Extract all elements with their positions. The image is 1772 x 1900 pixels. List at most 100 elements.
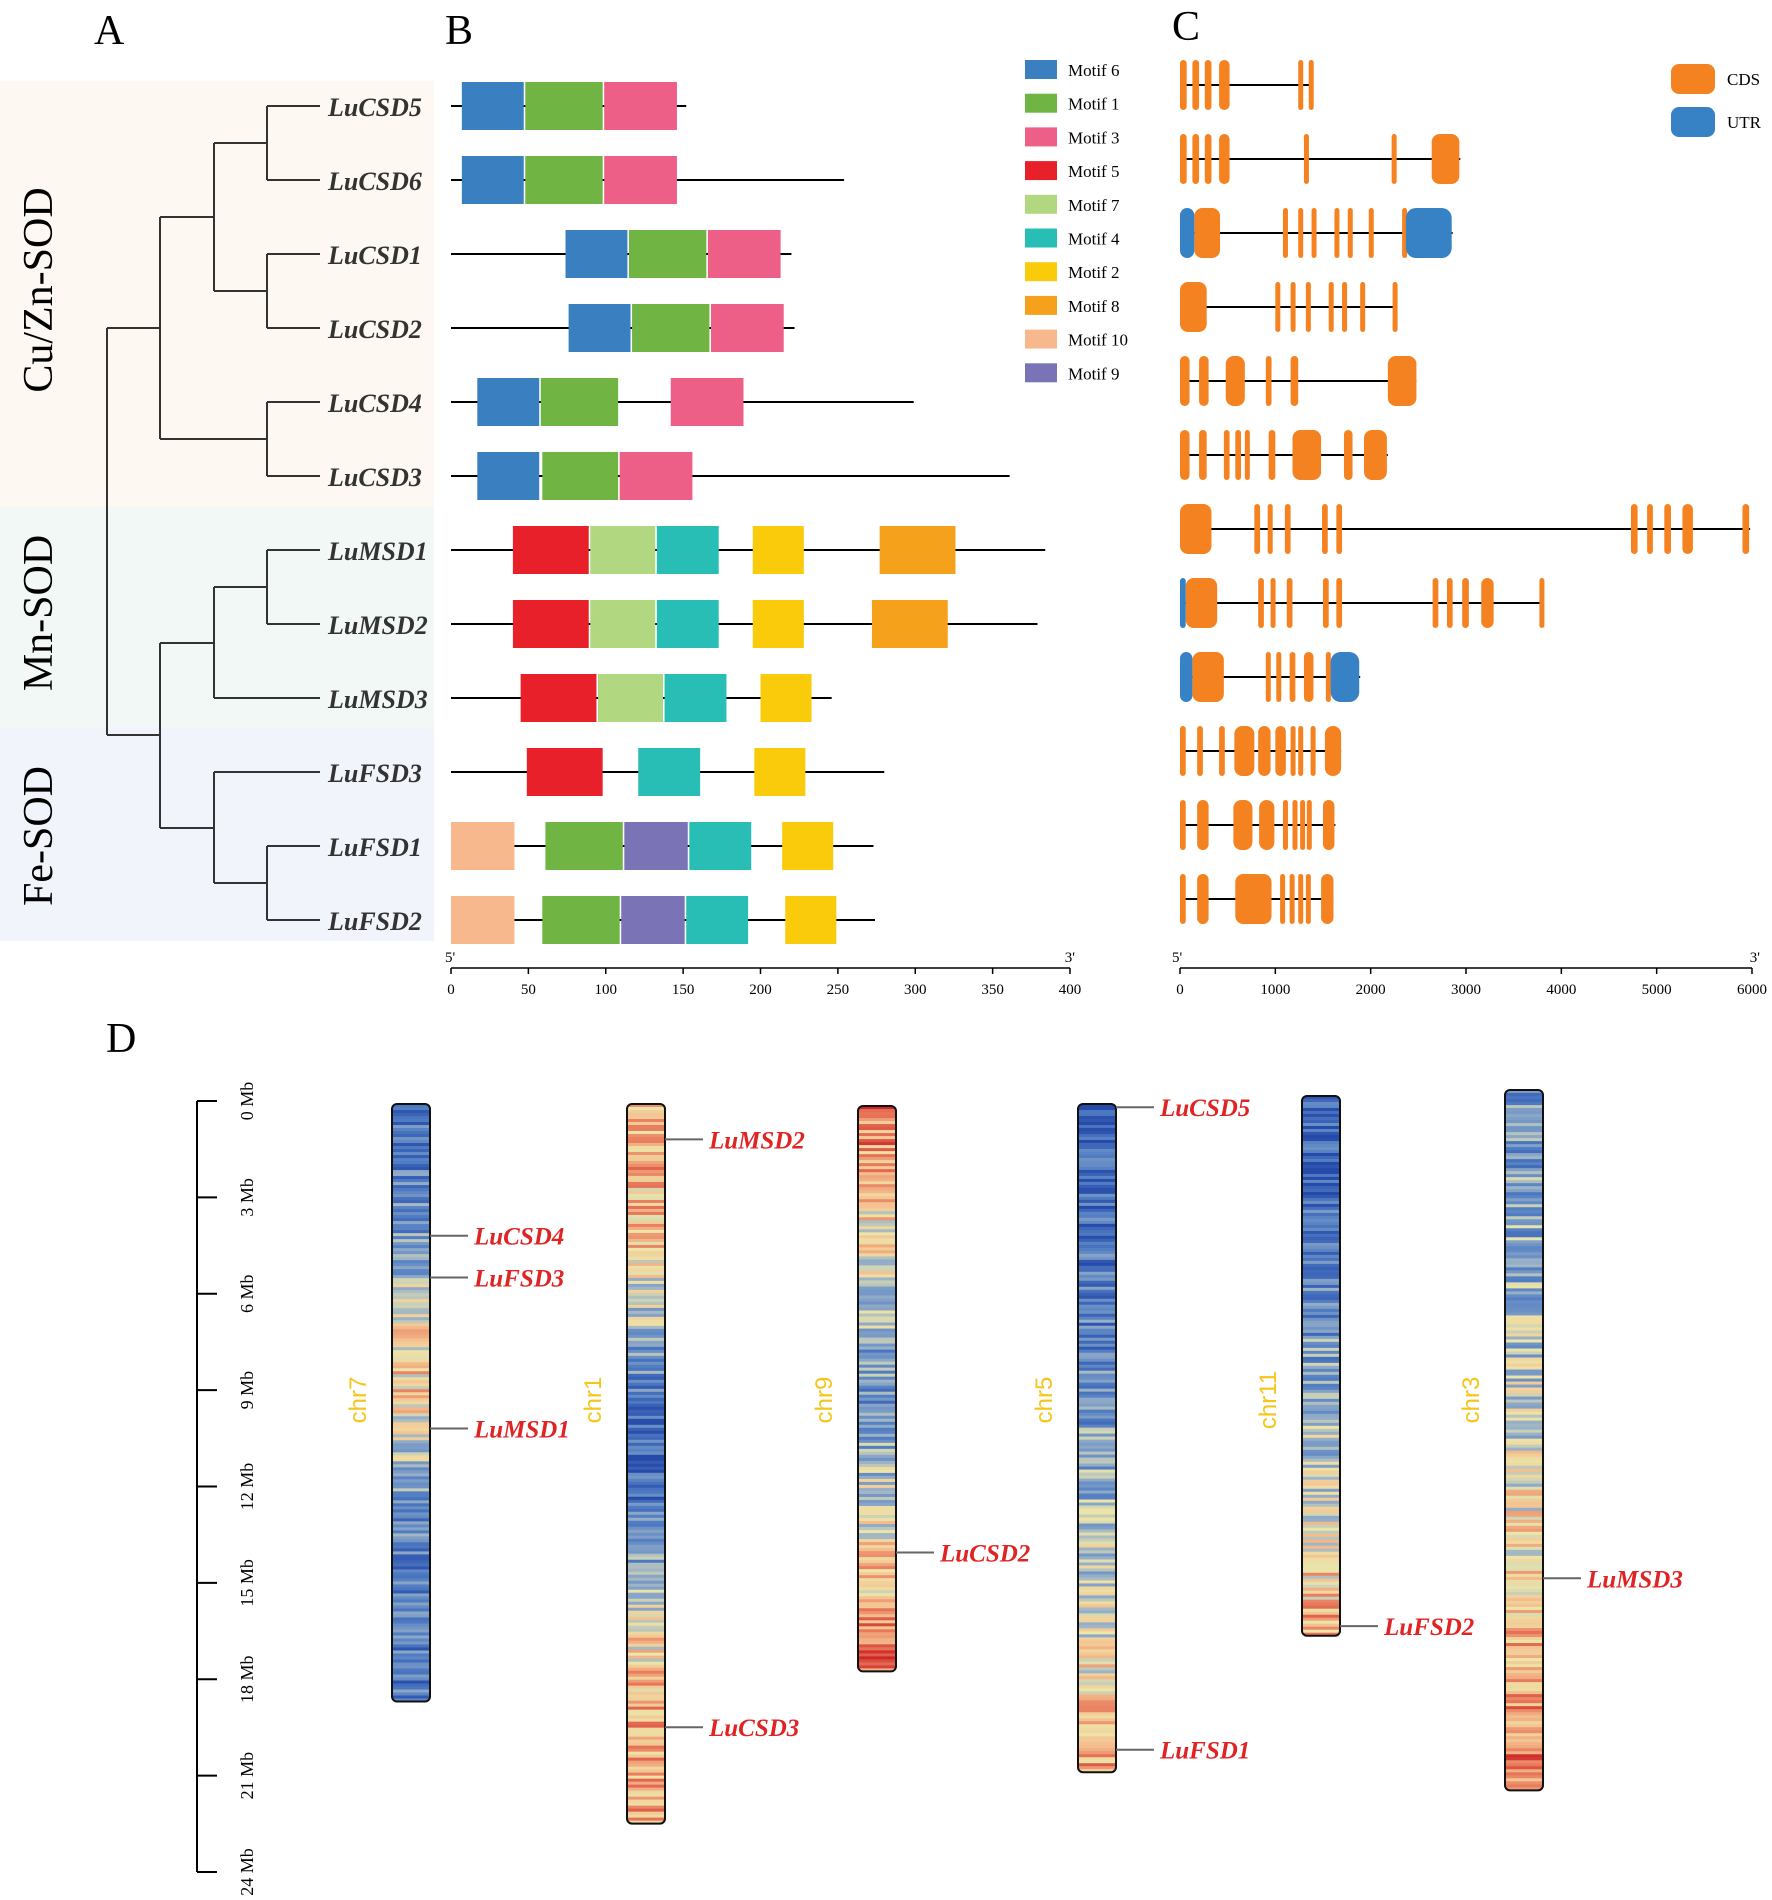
chromosome-label: chr11 xyxy=(1255,1371,1282,1429)
density-band xyxy=(627,1331,665,1336)
density-band xyxy=(1302,1251,1340,1256)
cds-exon xyxy=(1180,874,1186,924)
cds-exon xyxy=(1392,282,1398,332)
cds-exon xyxy=(1282,800,1288,850)
density-band xyxy=(858,1280,896,1285)
motif-box xyxy=(707,230,781,278)
density-band xyxy=(1078,1460,1116,1465)
density-band xyxy=(392,1560,430,1565)
density-band xyxy=(1078,1583,1116,1588)
density-band xyxy=(1505,1210,1543,1214)
density-band xyxy=(1505,1441,1543,1446)
density-band xyxy=(1078,1556,1116,1561)
density-band xyxy=(392,1200,430,1204)
cds-exon xyxy=(1323,800,1335,850)
density-band xyxy=(627,1820,665,1824)
density-band xyxy=(627,1418,665,1423)
density-band xyxy=(392,1188,430,1192)
density-band xyxy=(1505,1573,1543,1578)
density-band xyxy=(392,1344,430,1348)
density-band xyxy=(627,1628,665,1633)
density-band xyxy=(1078,1217,1116,1222)
density-band xyxy=(858,1220,896,1224)
density-band xyxy=(627,1514,665,1519)
density-band xyxy=(627,1553,665,1558)
density-band xyxy=(392,1419,430,1423)
cds-exon xyxy=(1298,874,1304,924)
density-band xyxy=(392,1266,430,1270)
density-band xyxy=(627,1607,665,1612)
density-band xyxy=(1505,1664,1543,1668)
cds-exon xyxy=(1197,800,1209,850)
density-band xyxy=(1078,1670,1116,1674)
density-band xyxy=(627,1139,665,1144)
scale-tick-label: 12 Mb xyxy=(237,1463,257,1511)
density-band xyxy=(1505,1742,1543,1746)
density-band xyxy=(1505,1135,1543,1139)
density-band xyxy=(627,1382,665,1387)
density-band xyxy=(1302,1524,1340,1529)
density-band xyxy=(1078,1676,1116,1680)
density-band xyxy=(392,1470,430,1474)
density-band xyxy=(858,1388,896,1393)
density-band xyxy=(1505,1588,1543,1593)
motif-box xyxy=(670,378,744,426)
cds-exon xyxy=(1402,208,1408,258)
density-band xyxy=(627,1664,665,1669)
density-band xyxy=(627,1685,665,1690)
density-band xyxy=(858,1382,896,1387)
motif-box xyxy=(604,82,677,130)
cds-exon xyxy=(1275,282,1281,332)
cds-exon xyxy=(1282,208,1288,258)
density-band xyxy=(392,1599,430,1604)
density-band xyxy=(392,1287,430,1291)
density-band xyxy=(392,1179,430,1183)
density-band xyxy=(858,1400,896,1405)
cds-exon xyxy=(1289,874,1295,924)
density-band xyxy=(1302,1212,1340,1217)
density-band xyxy=(858,1262,896,1266)
density-band xyxy=(1505,1576,1543,1581)
density-band xyxy=(627,1277,665,1282)
motif-box xyxy=(752,600,804,648)
density-band xyxy=(627,1166,665,1171)
motif-box xyxy=(568,304,631,352)
axis-tick-label: 50 xyxy=(521,982,536,998)
legend-swatch xyxy=(1671,107,1715,137)
density-band xyxy=(1505,1757,1543,1761)
density-band xyxy=(627,1406,665,1411)
density-band xyxy=(627,1790,665,1795)
density-band xyxy=(627,1556,665,1561)
density-band xyxy=(392,1428,430,1432)
density-band xyxy=(858,1340,896,1345)
density-band xyxy=(858,1328,896,1333)
motif-box xyxy=(512,526,589,574)
density-band xyxy=(858,1406,896,1411)
density-band xyxy=(1078,1553,1116,1558)
density-band xyxy=(627,1751,665,1756)
density-band xyxy=(858,1575,896,1579)
cds-exon xyxy=(1268,430,1276,480)
density-band xyxy=(858,1460,896,1465)
cds-exon xyxy=(1194,208,1221,258)
density-band xyxy=(1078,1205,1116,1210)
density-band xyxy=(1505,1327,1543,1332)
density-band xyxy=(627,1202,665,1207)
density-band xyxy=(858,1271,896,1276)
density-band xyxy=(858,1421,896,1426)
density-band xyxy=(1078,1457,1116,1462)
density-band xyxy=(1078,1145,1116,1150)
legend-label: Motif 1 xyxy=(1068,95,1119,114)
density-band xyxy=(858,1566,896,1570)
legend-label: Motif 3 xyxy=(1068,128,1119,147)
density-band xyxy=(858,1593,896,1597)
gene-structure-diagram xyxy=(1180,60,1751,924)
cds-exon xyxy=(1286,578,1293,628)
density-band xyxy=(392,1626,430,1631)
density-band xyxy=(392,1584,430,1589)
gene-locus-label: LuCSD5 xyxy=(1159,1095,1250,1122)
gene-label: LuMSD3 xyxy=(327,685,428,714)
density-band xyxy=(1302,1293,1340,1298)
density-band xyxy=(1078,1289,1116,1294)
